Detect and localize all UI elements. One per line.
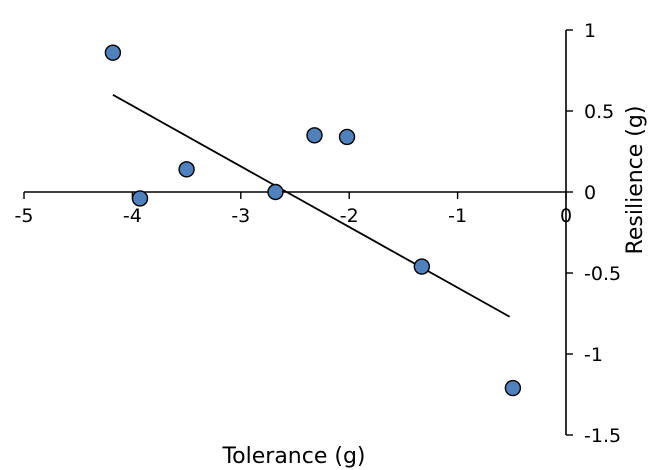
data-points <box>104 44 522 397</box>
x-tick-label: -3 <box>231 205 250 227</box>
x-tick-label: -4 <box>123 205 142 227</box>
y-axis-title: Resilience (g) <box>623 106 648 255</box>
data-point <box>178 161 195 178</box>
x-tick-label: -5 <box>15 205 34 227</box>
axes <box>24 30 567 435</box>
data-point <box>413 258 431 275</box>
trendline <box>112 94 511 318</box>
trendline-group <box>112 94 511 318</box>
x-tick-label: -2 <box>340 205 359 227</box>
data-point <box>306 127 323 144</box>
data-point <box>267 183 284 201</box>
y-tick-label: -0.5 <box>584 263 621 285</box>
y-tick-label: 0.5 <box>584 101 614 123</box>
data-point <box>131 190 149 207</box>
x-axis-title: Tolerance (g) <box>221 444 365 469</box>
data-point <box>104 44 122 61</box>
y-tick-label: -1.5 <box>584 425 621 447</box>
x-tick-label: -1 <box>448 205 467 227</box>
ticks: -5 -4 -3 -2 -1 0 1 0.5 0 -0.5 -1 -1.5 <box>15 20 622 447</box>
y-tick-label: 1 <box>584 20 596 42</box>
y-tick-label: 0 <box>584 182 596 204</box>
data-point <box>504 379 522 397</box>
y-tick-label: -1 <box>584 344 603 366</box>
data-point <box>338 128 356 146</box>
x-tick-label: 0 <box>560 205 572 227</box>
